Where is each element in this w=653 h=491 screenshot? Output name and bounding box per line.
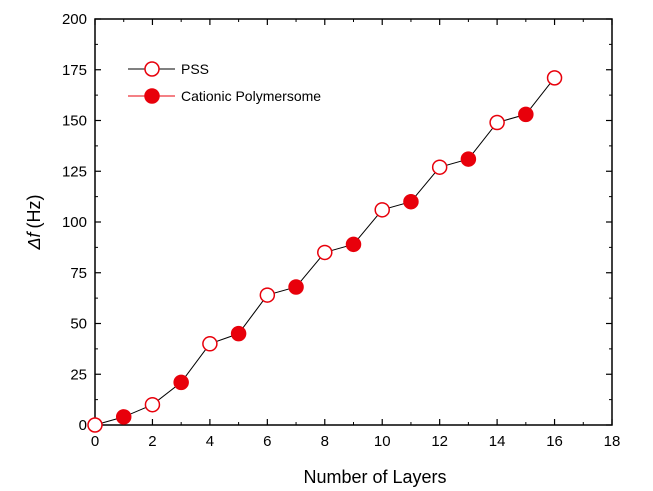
y-tick-label: 75 <box>70 265 87 282</box>
y-tick-label: 25 <box>70 366 87 383</box>
x-tick-label: 0 <box>91 433 99 450</box>
pss-point <box>259 287 276 303</box>
x-tick-label: 8 <box>321 433 329 450</box>
cationic-polymersome-point <box>345 236 362 253</box>
cationic-polymersome-point <box>518 106 534 123</box>
y-tick-label: 200 <box>62 11 87 28</box>
pss-point <box>431 159 448 175</box>
cationic-polymersome-point <box>230 325 247 342</box>
cationic-polymersome-point <box>403 193 419 210</box>
plot-area <box>87 70 563 433</box>
pss-point <box>144 396 161 413</box>
pss-point <box>202 336 218 352</box>
y-axis-label: Δf(Hz) <box>24 194 44 250</box>
legend-label-cationic-polymersome: Cationic Polymersome <box>181 88 321 104</box>
x-tick-label: 6 <box>263 433 271 450</box>
y-tick-label: 125 <box>62 163 87 180</box>
x-tick-label: 16 <box>546 433 563 450</box>
cationic-polymersome-point <box>115 409 132 425</box>
pss-point <box>87 417 103 433</box>
legend-marker <box>144 88 160 104</box>
x-tick-label: 10 <box>374 433 391 450</box>
axes: 0 2 4 6 8 10 12 14 16 18 0 25 50 75 100 125 150 175 200 <box>62 11 620 450</box>
pss-point <box>374 202 390 218</box>
plot-frame <box>94 18 613 426</box>
legend-marker <box>144 61 160 77</box>
y-tick-label: 175 <box>62 62 87 79</box>
cationic-polymersome-point <box>173 374 189 391</box>
pss-point <box>317 244 333 261</box>
pss-point <box>489 114 505 131</box>
cationic-polymersome-point <box>288 279 304 295</box>
x-tick-label: 18 <box>604 433 621 450</box>
x-tick-label: 4 <box>206 433 214 450</box>
y-axis-label-symbol: Δf <box>24 230 44 250</box>
y-tick-label: 0 <box>79 417 87 434</box>
y-axis-label-unit: (Hz) <box>24 194 44 228</box>
cationic-polymersome-point <box>460 151 477 167</box>
x-tick-label: 12 <box>431 433 448 450</box>
y-tick-label: 100 <box>62 214 87 231</box>
legend-label-pss: PSS <box>181 61 209 77</box>
x-tick-label: 14 <box>489 433 506 450</box>
pss-point <box>546 70 563 86</box>
x-tick-label: 2 <box>148 433 156 450</box>
x-axis-label: Number of Layers <box>303 467 446 487</box>
y-tick-label: 150 <box>62 113 87 130</box>
legend: PSS Cationic Polymersome <box>128 61 321 104</box>
y-tick-label: 50 <box>70 316 87 333</box>
